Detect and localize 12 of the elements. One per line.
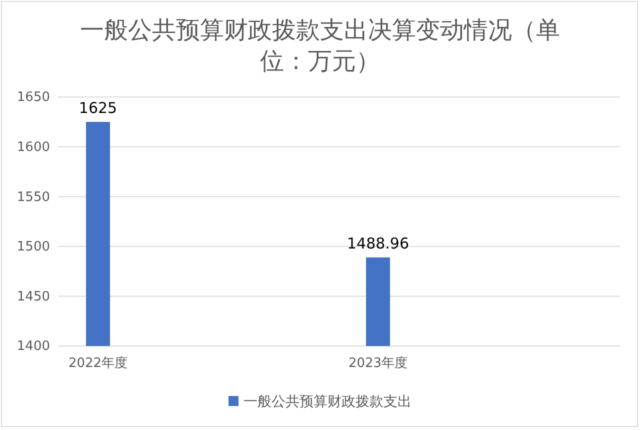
data-label: 1625 — [78, 98, 118, 117]
chart-title: 一般公共预算财政拨款支出决算变动情况（单位：万元） — [80, 16, 560, 75]
y-tick-label: 1550 — [16, 190, 50, 205]
legend-label: 一般公共预算财政拨款支出 — [244, 394, 412, 410]
y-tick-label: 1400 — [16, 339, 50, 354]
x-tick-label: 2022年度 — [68, 355, 128, 372]
y-tick-label: 1450 — [16, 289, 50, 304]
y-tick-label: 1600 — [16, 140, 50, 155]
x-tick-label: 2023年度 — [348, 355, 408, 372]
data-label: 1488.96 — [346, 234, 410, 252]
y-tick-label: 1500 — [16, 240, 50, 255]
y-tick-label: 1650 — [16, 90, 50, 106]
